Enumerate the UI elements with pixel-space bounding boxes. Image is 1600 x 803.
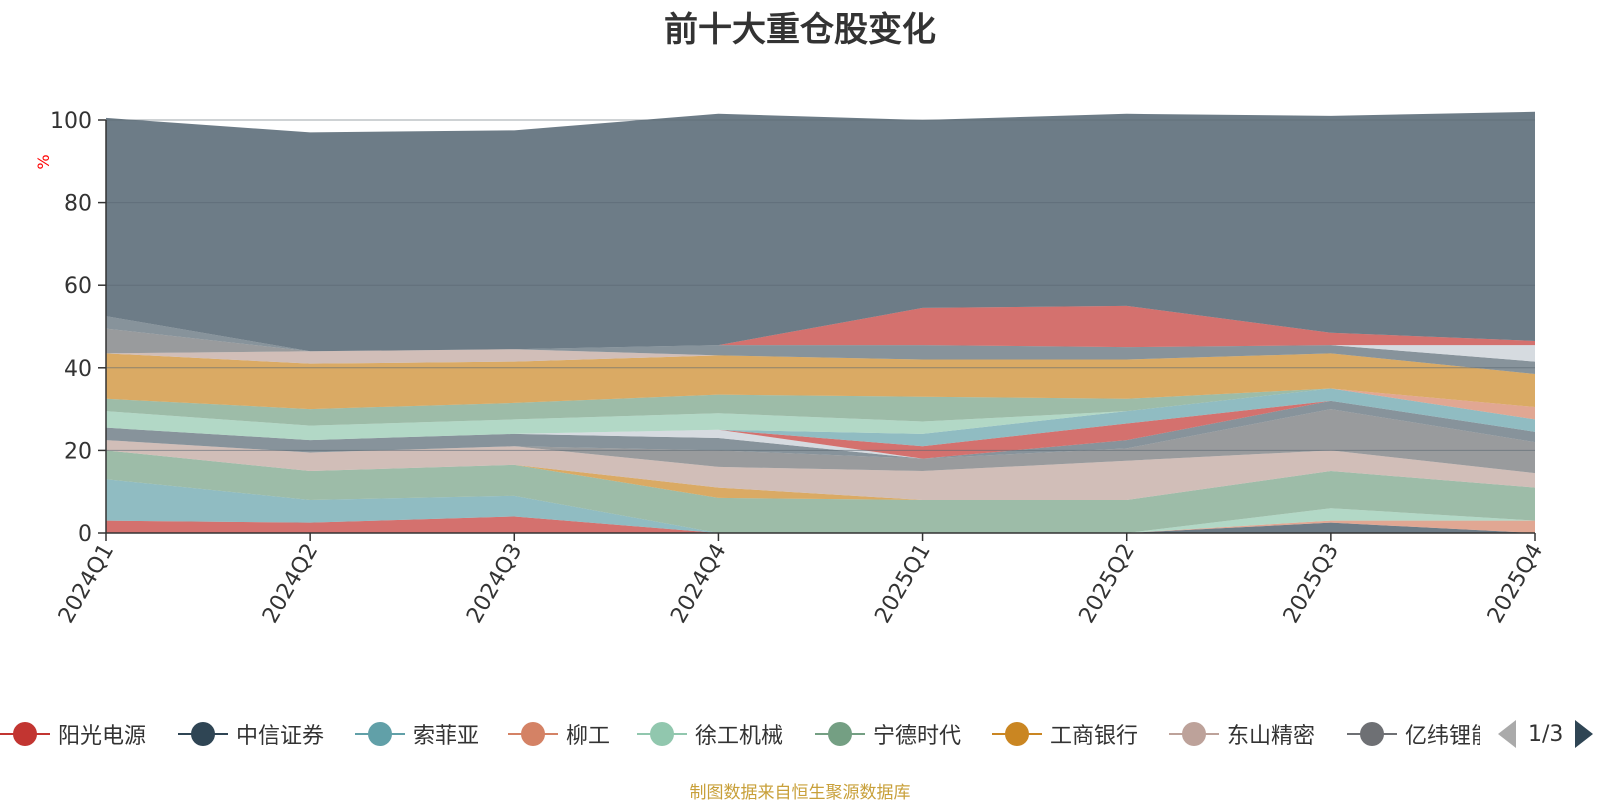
legend-next-icon[interactable] [1575,720,1594,748]
x-tick-label: 2025Q2 [1075,540,1140,628]
y-tick-label: 20 [64,439,92,464]
legend-item[interactable]: 索菲亚 [355,716,479,752]
legend-marker-icon [178,722,228,746]
area-series-group [106,111,1535,533]
area-series-13 [106,388,1535,447]
legend-label: 阳光电源 [58,724,147,749]
y-tick-label: 0 [78,522,92,547]
x-tick-label: 2025Q3 [1279,540,1344,628]
legend-item[interactable]: 宁德时代 [815,716,961,752]
legend-item[interactable]: 东山精密 [1169,716,1315,752]
grid-lines [106,119,1535,451]
legend-label: 亿纬锂能 [1405,724,1480,749]
legend-item[interactable]: 工商银行 [992,716,1138,752]
y-tick-label: 80 [64,192,92,217]
area-series-8 [106,440,1535,500]
chart-title: 前十大重仓股变化 [664,10,936,50]
legend-marker-icon [1347,722,1397,746]
x-tick-label: 2024Q2 [258,540,323,628]
legend-label: 索菲亚 [413,724,480,749]
legend-label: 宁德时代 [873,724,962,749]
area-series-6 [106,450,1535,533]
area-series-18 [106,349,1535,374]
legend-item[interactable]: 亿纬锂能 [1347,716,1480,752]
area-series-1 [106,516,1535,533]
legend-item[interactable]: 徐工机械 [637,716,783,752]
legend-item[interactable]: 中信证券 [178,716,324,752]
area-series-3 [106,479,1535,533]
legend-label: 东山精密 [1227,724,1316,749]
legend-marker-icon [0,722,50,746]
legend-item[interactable]: 阳光电源 [0,716,146,752]
area-series-11 [106,400,1535,459]
legend-page-indicator: 1/3 [1528,721,1564,747]
legend-marker-icon [1169,722,1219,746]
y-tick-label: 40 [64,357,92,382]
legend-label: 徐工机械 [695,724,784,749]
area-series-2 [106,516,1535,533]
y-tick-label: 60 [64,274,92,299]
legend-label: 工商银行 [1050,724,1139,749]
y-tick-label: 100 [50,109,92,134]
area-series-16 [106,388,1535,426]
area-series-10 [106,400,1535,459]
data-source-note: 制图数据来自恒生聚源数据库 [689,783,911,803]
area-chart: 0 20 40 60 80 100% 2024Q1 2024Q2 2024Q3 2024Q4 202… [34,109,1548,628]
legend-item[interactable]: 柳工 [508,716,610,752]
legend-pager: 1/3 [1498,716,1594,752]
legend-marker-icon [637,722,687,746]
area-series-23 [106,111,1535,352]
area-series-22 [106,305,1535,352]
x-tick-label: 2024Q3 [462,540,527,628]
legend-marker-icon [508,722,558,746]
y-axis-label: % [34,154,53,169]
area-series-9 [106,409,1535,474]
legend-label: 柳工 [566,724,611,749]
legend-marker-icon [992,722,1042,746]
legend-marker-icon [355,722,405,746]
legend-marker-icon [815,722,865,746]
x-tick-label: 2025Q4 [1483,540,1548,628]
x-tick-label: 2024Q1 [54,540,119,628]
area-series-17 [106,353,1535,410]
legend: 阳光电源 中信证券 索菲亚 柳工 徐工机械 宁德时代 工商银行 东山精密 亿纬锂能 [0,716,1480,752]
x-tick-label: 2024Q4 [666,540,731,628]
legend-label: 中信证券 [236,724,325,749]
x-tick-label: 2025Q1 [870,540,935,628]
legend-prev-icon[interactable] [1498,720,1516,748]
area-series-15 [106,388,1535,441]
